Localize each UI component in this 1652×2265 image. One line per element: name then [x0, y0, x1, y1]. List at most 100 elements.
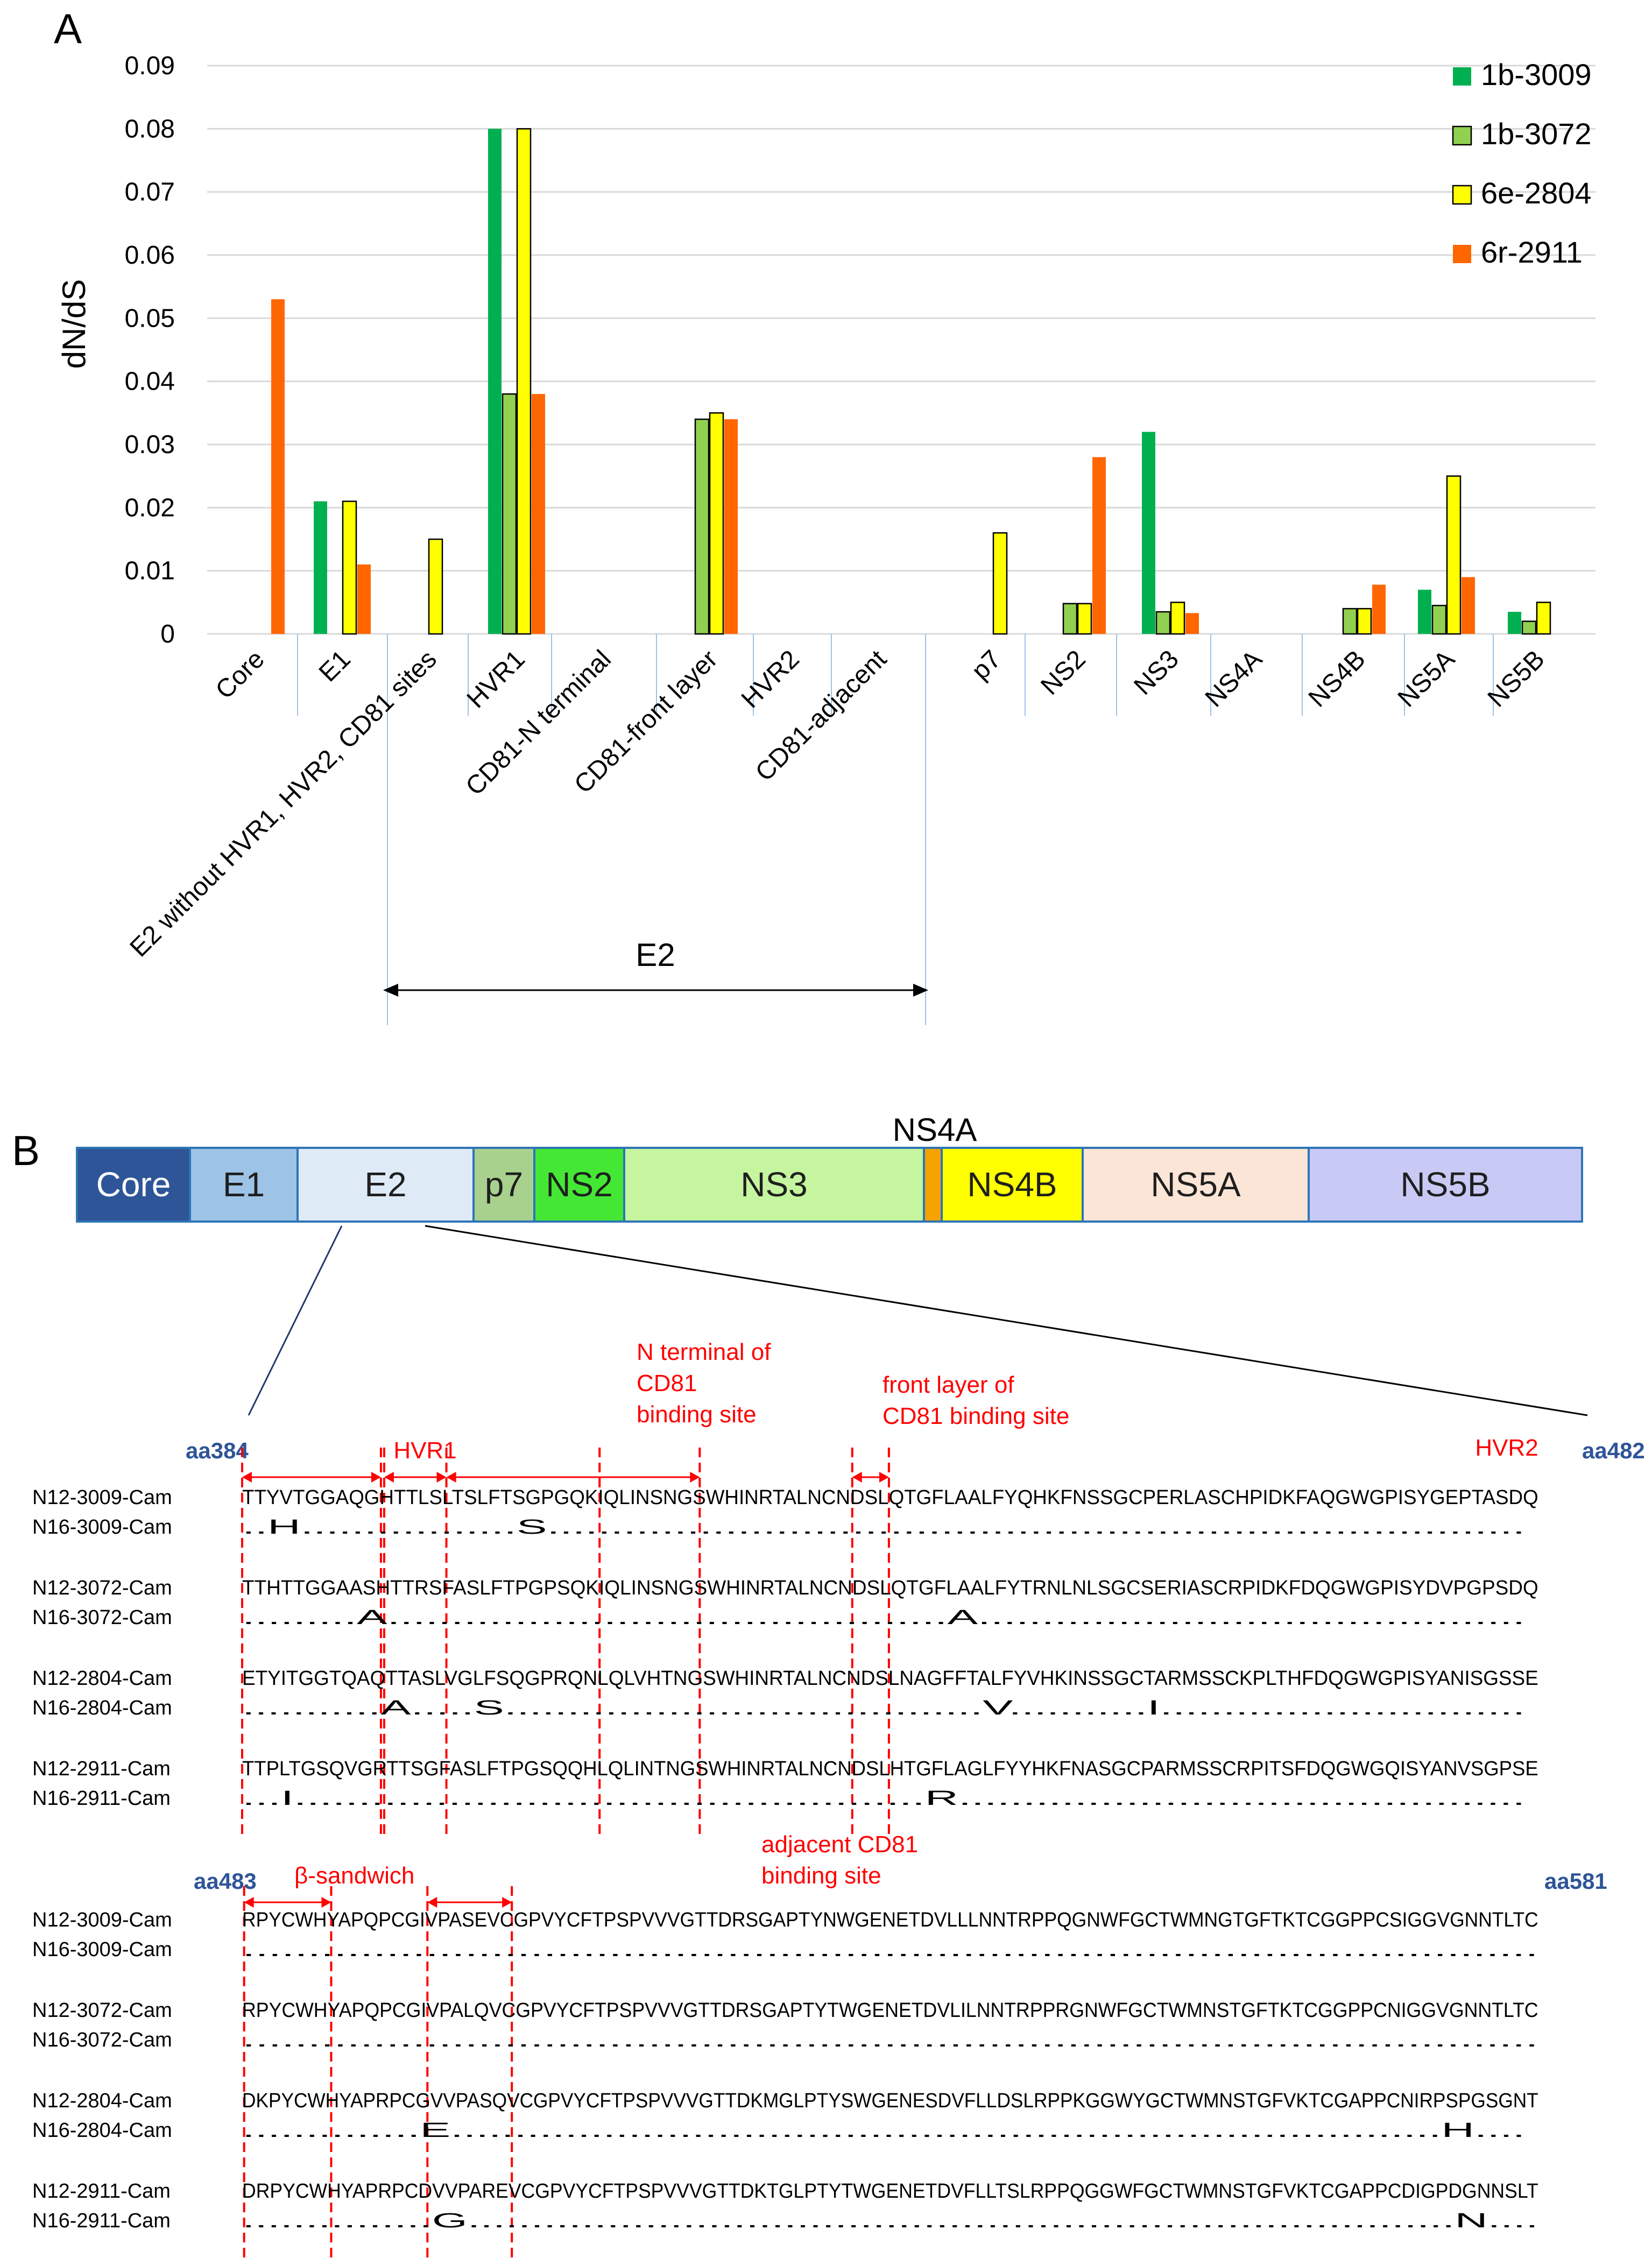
- region-arrowhead: [446, 1472, 456, 1483]
- region-arrowhead: [242, 1472, 252, 1483]
- region-arrowhead: [852, 1472, 862, 1483]
- genome-segment-ns4b: [941, 1147, 1084, 1223]
- bar-6e-2804-hvr1: [516, 128, 532, 635]
- sequence-name: N12-3009-Cam: [32, 1486, 172, 1509]
- bar-1b-3072-hvr1: [502, 393, 517, 635]
- bar-1b-3072-ns3: [1155, 611, 1171, 635]
- sequence-residues: .........A..............................…: [242, 1606, 1525, 1629]
- bar-6e-2804-e1: [342, 500, 357, 635]
- x-tick-label: HVR2: [736, 645, 805, 714]
- region-arrowhead: [436, 1472, 447, 1483]
- region-label-line: CD81 binding site: [883, 1403, 1069, 1429]
- y-axis-label: dN/dS: [56, 279, 92, 369]
- x-tick-label: NS2: [1035, 645, 1091, 701]
- x-tick-label: E1: [314, 645, 356, 687]
- region-label: HVR2: [1475, 1435, 1538, 1461]
- y-tick-label: 0.03: [125, 431, 175, 459]
- region-arrowhead: [879, 1472, 889, 1483]
- start-residue-label: aa384: [186, 1438, 249, 1463]
- bar-1b-3009-e1: [314, 501, 327, 634]
- region-arrowhead: [690, 1472, 700, 1483]
- zoom-line-left: [248, 1225, 343, 1416]
- sequence-name: N12-2804-Cam: [32, 2090, 172, 2112]
- genome-segment-label: NS3: [740, 1165, 808, 1204]
- sequence-residues: ..............E.........................…: [242, 2119, 1525, 2142]
- genome-segment-label: NS5B: [1400, 1165, 1490, 1204]
- sequence-residues: TTHTTGGAASHTTRSFASLFTPGPSQKIQLINSNGSWHIN…: [242, 1577, 1538, 1599]
- bar-1b-3072-ns2: [1062, 603, 1078, 635]
- legend-swatch-1b-3072: [1452, 125, 1472, 146]
- region-label-line: binding site: [637, 1401, 757, 1428]
- end-residue-label: aa581: [1544, 1868, 1607, 1894]
- bar-1b-3072-ns5a: [1431, 604, 1447, 635]
- sequence-name: N16-2911-Cam: [32, 2210, 171, 2232]
- e2-bracket: E2: [383, 937, 928, 997]
- sequence-name: N12-2804-Cam: [32, 1667, 172, 1690]
- sequence-name: N12-3072-Cam: [32, 1999, 172, 2022]
- sequence-residues: TTPLTGSQVGRTTSGFASLFTPGSQQHLQLINTNGSWHIN…: [242, 1758, 1538, 1780]
- bar-6r-2911-hvr1: [532, 394, 545, 634]
- region-label-line: front layer of: [883, 1372, 1014, 1398]
- genome-segment-label: p7: [485, 1165, 523, 1204]
- end-residue-label: aa482: [1582, 1438, 1645, 1463]
- sequence-name: N16-3009-Cam: [32, 1938, 172, 1961]
- bar-1b-3072-ns5b: [1521, 620, 1537, 635]
- bar-6r-2911-core: [271, 299, 285, 634]
- bar-6e-2804-ns4b: [1357, 608, 1372, 635]
- genome-segment-core: [76, 1147, 191, 1223]
- y-tick-labels: 0 0.01 0.02 0.03 0.04 0.05 0.06 0.07 0.08 0.09: [125, 52, 175, 648]
- sequence-residues: ETYITGGTQAQTTASLVGLFSQGPRQNLQLVHTNGSWHIN…: [242, 1667, 1538, 1690]
- bar-6r-2911-ns3: [1185, 613, 1199, 634]
- sequence-residues: RPYCWHYAPQPCGIVPALQVCGPVYCFTPSPVVVGTTDRS…: [242, 1999, 1538, 2022]
- legend-label-6r-2911: 6r-2911: [1481, 235, 1583, 269]
- alignment-block-1: aa384 aa482 HVR1 N terminal of CD81 binding s…: [32, 1339, 1645, 1835]
- sequence-name: N16-3072-Cam: [32, 1606, 172, 1629]
- bar-6e-2804-e2-without-hvr1-hvr2-cd81-sites: [428, 538, 443, 635]
- genome-segment-e1: [189, 1147, 299, 1223]
- bar-1b-3009-ns5a: [1418, 589, 1431, 634]
- bar-6e-2804-p7: [992, 532, 1008, 635]
- bar-1b-3072-cd81-front-layer: [694, 418, 710, 635]
- bar-1b-3009-hvr1: [488, 129, 502, 634]
- legend-swatch-1b-3009: [1453, 67, 1471, 86]
- x-tick-label: E2 without HVR1, HVR2, CD81 sites: [125, 645, 442, 962]
- region-arrowhead: [384, 1472, 394, 1483]
- bar-1b-3072-ns4b: [1342, 608, 1358, 635]
- region-label-line: binding site: [761, 1862, 881, 1889]
- region-arrowhead: [427, 1897, 437, 1908]
- bar-6e-2804-ns3: [1170, 602, 1185, 635]
- sequence-name: N12-3009-Cam: [32, 1909, 172, 1931]
- sequence-name: N16-2911-Cam: [32, 1787, 171, 1810]
- bar-6r-2911-ns5a: [1462, 577, 1475, 634]
- y-tick-label: 0.06: [125, 241, 175, 270]
- panel-a-label: A: [54, 5, 82, 52]
- sequence-name: N12-3072-Cam: [32, 1577, 172, 1599]
- sequence-residues: TTYVTGGAQGHTTLSLTSLFTSGPGQKIQLINSNGSWHIN…: [242, 1486, 1538, 1509]
- x-tick-label: NS4B: [1303, 645, 1371, 712]
- genome-segment-label: E2: [364, 1165, 406, 1204]
- legend-label-1b-3072: 1b-3072: [1481, 117, 1592, 151]
- region-label-line: CD81: [637, 1370, 697, 1396]
- bar-6r-2911-ns4b: [1372, 584, 1386, 634]
- sequence-residues: DRPYCWHYAPRPCDVVPAREVCGPVYCFTPSPVVVGTTDK…: [242, 2180, 1538, 2203]
- genome-segment-label: E1: [223, 1165, 265, 1204]
- legend-swatch-6r-2911: [1453, 245, 1471, 263]
- sequence-name: N16-2804-Cam: [32, 2119, 172, 2142]
- bar-6r-2911-ns2: [1092, 457, 1106, 634]
- sequence-name: N16-3009-Cam: [32, 1516, 172, 1539]
- sequence-residues: ...........A.....S......................…: [242, 1697, 1525, 1719]
- genome-segment-label: NS4B: [967, 1165, 1057, 1204]
- x-tick-label: NS3: [1128, 645, 1184, 701]
- sequence-name: N16-2804-Cam: [32, 1697, 172, 1719]
- bar-6r-2911-e1: [357, 564, 371, 634]
- region-label: β-sandwich: [294, 1862, 414, 1889]
- gridlines: [207, 65, 1595, 635]
- y-tick-label: 0.02: [125, 493, 175, 522]
- y-tick-label: 0.08: [125, 115, 175, 143]
- ns4a-label: NS4A: [893, 1112, 977, 1148]
- genome-segment-ns3: [623, 1147, 925, 1223]
- region-arrowhead: [321, 1897, 331, 1908]
- y-tick-label: 0.01: [125, 557, 175, 585]
